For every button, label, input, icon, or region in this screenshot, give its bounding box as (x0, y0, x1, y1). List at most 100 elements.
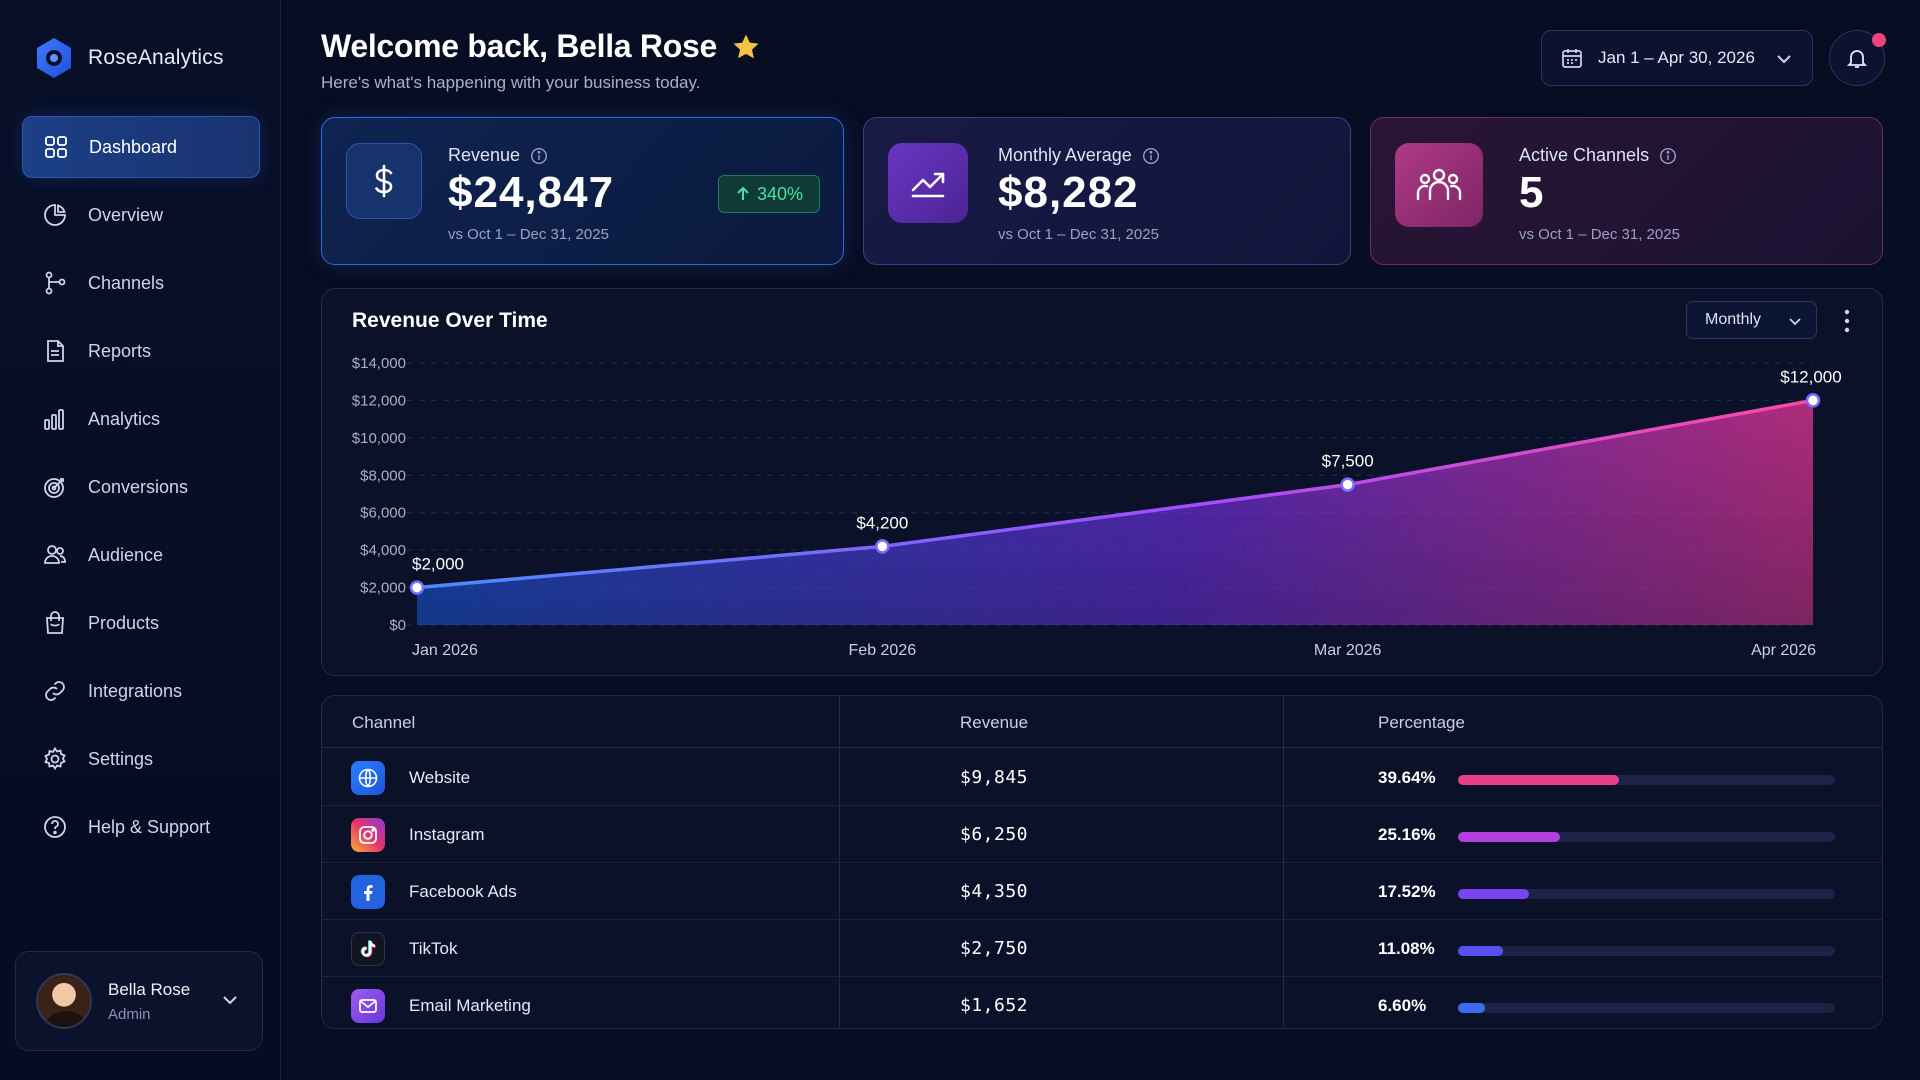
info-icon[interactable] (530, 147, 548, 165)
facebook-icon (351, 875, 385, 909)
sidebar-item-analytics[interactable]: Analytics (22, 388, 260, 450)
page-title: Welcome back, Bella Rose (321, 28, 761, 65)
calendar-icon (1562, 49, 1582, 68)
y-tick-label: $8,000 (360, 467, 406, 484)
period-select-value: Monthly (1705, 311, 1762, 328)
y-tick-label: $6,000 (360, 505, 406, 522)
tiktok-icon (351, 932, 385, 966)
sidebar-item-overview[interactable]: Overview (22, 184, 260, 246)
sidebar-item-label: Dashboard (89, 136, 178, 157)
app-logo[interactable]: RoseAnalytics (34, 36, 224, 80)
user-role: Admin (108, 1005, 151, 1023)
data-point[interactable] (1805, 393, 1821, 408)
sidebar-item-label: Help & Support (88, 816, 211, 837)
channel-revenue: $1,652 (960, 995, 1029, 1016)
table-header: Channel Revenue Percentage (322, 696, 1882, 748)
x-tick-label: Mar 2026 (1314, 642, 1382, 659)
revenue-change-text: 340% (756, 183, 804, 204)
revenue-area (417, 400, 1813, 625)
table-row[interactable]: Website $9,845 39.64% (322, 749, 1882, 806)
info-icon[interactable] (1142, 147, 1160, 165)
header-revenue: Revenue (960, 713, 1029, 732)
percentage-bar-fill (1458, 1003, 1485, 1013)
bell-icon (1846, 50, 1868, 68)
star-icon (733, 34, 759, 58)
sidebar-item-label: Integrations (88, 680, 183, 701)
chart-title: Revenue Over Time (352, 309, 548, 332)
grid-icon (43, 134, 69, 160)
revenue-line (416, 398, 1814, 590)
sidebar-item-products[interactable]: Products (22, 592, 260, 654)
sidebar-item-audience[interactable]: Audience (22, 524, 260, 586)
user-profile-card[interactable]: Bella Rose Admin (15, 951, 263, 1051)
sidebar-item-label: Reports (88, 340, 152, 361)
table-row[interactable]: Instagram $6,250 25.16% (322, 806, 1882, 863)
y-tick-label: $0 (389, 617, 406, 634)
data-point[interactable] (875, 539, 890, 554)
sidebar-item-channels[interactable]: Channels (22, 252, 260, 314)
bar-chart-icon (42, 406, 68, 432)
monthly-average-compare: vs Oct 1 – Dec 31, 2025 (998, 226, 1159, 243)
date-range-picker[interactable]: Jan 1 – Apr 30, 2026 (1541, 30, 1813, 86)
x-tick-label: Feb 2026 (849, 642, 917, 659)
date-range-text: Jan 1 – Apr 30, 2026 (1598, 48, 1755, 67)
page-subtitle: Here's what's happening with your busine… (321, 73, 701, 92)
user-name: Bella Rose (108, 979, 191, 999)
revenue-card: Revenue $24,847 vs Oct 1 – Dec 31, 2025 … (321, 117, 844, 265)
channel-name: Website (409, 768, 471, 787)
revenue-compare: vs Oct 1 – Dec 31, 2025 (448, 226, 609, 243)
more-options-icon[interactable] (1842, 307, 1852, 335)
channel-revenue: $4,350 (960, 881, 1029, 902)
header-channel: Channel (352, 713, 416, 732)
y-tick-label: $14,000 (352, 355, 406, 372)
active-channels-compare: vs Oct 1 – Dec 31, 2025 (1519, 226, 1680, 243)
percentage-bar-fill (1458, 946, 1504, 956)
instagram-icon (351, 818, 385, 852)
help-icon (42, 814, 68, 840)
target-icon (42, 474, 68, 500)
y-tick-label: $12,000 (352, 392, 406, 409)
sidebar-item-dashboard[interactable]: Dashboard (22, 116, 260, 178)
channel-name: TikTok (409, 939, 458, 958)
percentage-bar (1458, 946, 1835, 956)
monthly-average-label: Monthly Average (998, 145, 1160, 166)
avatar (36, 973, 92, 1029)
welcome-heading: Welcome back, Bella Rose (321, 28, 717, 64)
channel-name: Instagram (409, 825, 485, 844)
active-channels-label-text: Active Channels (1519, 145, 1650, 165)
notifications-button[interactable] (1829, 30, 1886, 86)
revenue-change-badge: 340% (718, 175, 820, 213)
header-percentage: Percentage (1378, 713, 1465, 732)
data-label: $2,000 (412, 555, 464, 574)
table-row[interactable]: Facebook Ads $4,350 17.52% (322, 863, 1882, 920)
sidebar-item-reports[interactable]: Reports (22, 320, 260, 382)
data-point[interactable] (409, 580, 425, 595)
sidebar-item-label: Conversions (88, 476, 189, 497)
data-point[interactable] (1340, 477, 1355, 492)
logo-icon (37, 38, 71, 78)
table-row[interactable]: Email Marketing $1,652 6.60% (322, 977, 1882, 1028)
channel-name: Email Marketing (409, 996, 531, 1015)
sidebar-item-integrations[interactable]: Integrations (22, 660, 260, 722)
sidebar-nav: Dashboard Overview Channels Reports Anal… (22, 116, 260, 864)
sidebar-item-conversions[interactable]: Conversions (22, 456, 260, 518)
sidebar-item-help[interactable]: Help & Support (22, 796, 260, 858)
document-icon (42, 338, 68, 364)
period-select[interactable]: Monthly (1686, 301, 1817, 339)
monthly-average-label-text: Monthly Average (998, 145, 1132, 165)
channel-revenue: $6,250 (960, 824, 1029, 845)
arrow-up-icon (737, 186, 749, 200)
table-row[interactable]: TikTok $2,750 11.08% (322, 920, 1882, 977)
sidebar-item-settings[interactable]: Settings (22, 728, 260, 790)
sidebar-item-label: Overview (88, 204, 164, 225)
revenue-value: $24,847 (448, 168, 615, 217)
sidebar: RoseAnalytics Dashboard Overview Channel… (0, 0, 281, 1080)
revenue-area-chart: $0 $2,000 $4,000 $6,000 $8,000 $10,000 $12,000… (352, 355, 1842, 659)
y-tick-label: $4,000 (360, 542, 406, 559)
percentage-bar-fill (1458, 889, 1530, 899)
info-icon[interactable] (1659, 147, 1677, 165)
revenue-label: Revenue (448, 145, 548, 166)
chevron-down-icon[interactable] (220, 990, 240, 1010)
monthly-average-value: $8,282 (998, 168, 1139, 217)
sidebar-item-label: Products (88, 612, 160, 633)
